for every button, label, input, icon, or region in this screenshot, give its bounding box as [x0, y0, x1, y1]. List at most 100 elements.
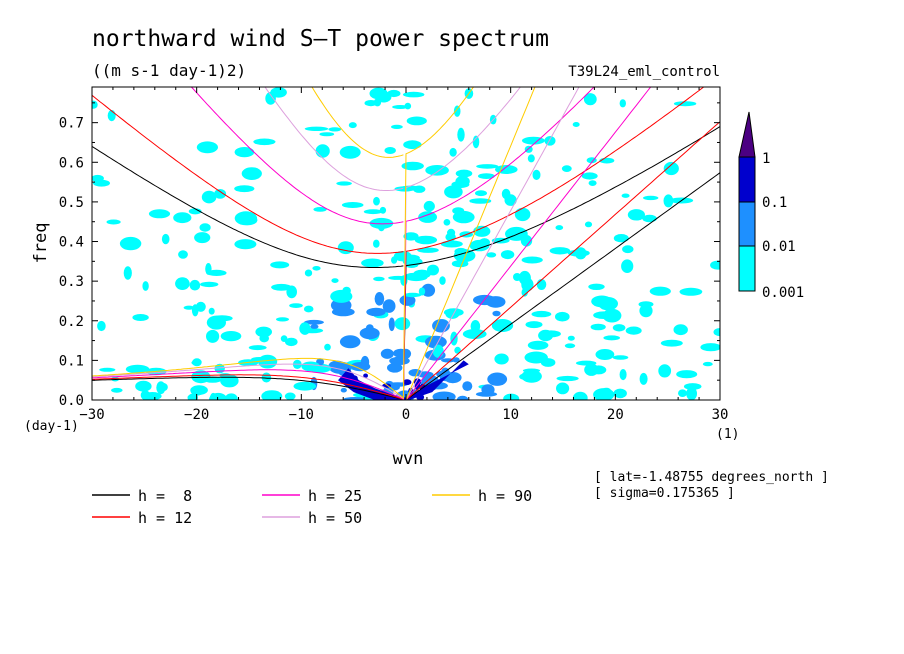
x-tick-label: −30: [79, 407, 104, 423]
spectrum-patch: [455, 175, 470, 187]
spectrum-patch: [425, 335, 447, 349]
colorbar-label: 1: [762, 151, 770, 167]
legend-label: h = 8: [138, 487, 192, 505]
spectrum-patch: [363, 209, 383, 215]
spectrum-patch: [248, 345, 267, 351]
spectrum-patch: [92, 174, 104, 182]
colorbar-label: 0.01: [762, 239, 796, 255]
spectrum-patch: [337, 241, 354, 255]
dispersion-curve: [311, 87, 404, 158]
colorbar-label: 0.1: [762, 195, 787, 211]
spectrum-patch: [469, 198, 492, 204]
spectrum-patch: [132, 314, 149, 321]
latitude-info: [ lat=-1.48755 degrees_north ]: [594, 470, 829, 485]
spectrum-patch: [590, 365, 607, 375]
spectrum-patch: [380, 348, 394, 359]
spectrum-patch: [453, 105, 461, 117]
spectrum-patch: [394, 186, 416, 192]
spectrum-patch: [555, 225, 564, 231]
spectrum-patch: [625, 326, 642, 335]
spectrum-patch: [686, 386, 697, 400]
x-axis-label: wvn: [393, 449, 424, 469]
dispersion-curve: [92, 94, 404, 254]
spectrum-patch: [99, 367, 116, 372]
spectrum-patch: [293, 381, 317, 391]
spectrum-patch: [140, 390, 151, 400]
spectrum-patch: [191, 370, 211, 384]
colorbar-label: 0.001: [762, 285, 804, 301]
spectrum-patch: [310, 324, 319, 329]
spectrum-patch: [549, 247, 571, 255]
dispersion-curve: [92, 87, 522, 400]
spectrum-patch: [649, 286, 671, 296]
spectrum-patch: [440, 240, 463, 248]
spectrum-patch: [414, 235, 438, 245]
spectrum-patch: [588, 180, 597, 187]
spectrum-patch: [389, 356, 410, 366]
spectrum-patch: [173, 212, 192, 224]
spectrum-patch: [107, 110, 116, 122]
spectrum-patch: [387, 363, 403, 373]
spectrum-patch: [324, 343, 331, 351]
spectrum-patch: [455, 169, 473, 178]
spectrum-patch: [206, 315, 226, 330]
spectrum-patch: [447, 228, 456, 237]
spectrum-patch: [201, 190, 217, 204]
spectrum-patch: [142, 281, 149, 291]
spectrum-patch: [445, 308, 460, 319]
spectrum-patch: [366, 307, 386, 317]
spectrum-patch: [572, 391, 588, 400]
spectrum-patch: [312, 266, 321, 271]
spectrum-patch: [470, 320, 481, 333]
spectrum-patch: [373, 98, 382, 107]
spectrum-patch: [476, 164, 499, 169]
spectrum-patch: [319, 132, 335, 137]
dispersion-curves: [92, 87, 720, 400]
dispersion-curve: [405, 172, 720, 400]
spectrum-patch: [621, 259, 634, 274]
spectrum-patch: [679, 287, 703, 296]
colorbar-box: [738, 156, 756, 203]
spectrum-patch: [390, 383, 400, 391]
spectrum-patch: [178, 250, 188, 259]
spectrum-patch: [106, 219, 121, 225]
spectrum-patch: [190, 387, 204, 396]
spectrum-patch: [156, 381, 166, 395]
spectrum-patch: [581, 172, 598, 180]
spectrum-patch: [500, 250, 515, 260]
spectrum-patch: [111, 387, 123, 393]
spectrum-patch: [619, 369, 627, 381]
spectrum-patch: [404, 272, 422, 280]
spectrum-patch: [660, 339, 683, 347]
spectrum-patch: [612, 324, 626, 332]
spectrum-patch: [427, 264, 439, 276]
spectrum-patch: [524, 145, 533, 153]
spectrum-patch: [469, 239, 490, 252]
y-unit-label: (day-1): [24, 419, 79, 434]
spectrum-patch: [199, 223, 211, 232]
spectrum-patch: [663, 161, 679, 176]
spectrum-patch: [339, 335, 361, 349]
spectrum-patch: [478, 173, 495, 180]
spectrum-patch: [567, 335, 575, 341]
spectrum-patch: [125, 364, 150, 374]
y-tick-label: 0.6: [59, 155, 84, 171]
spectrum-patch: [663, 194, 674, 208]
spectrum-patch: [374, 292, 385, 306]
spectrum-patch: [454, 346, 461, 354]
spectrum-patch: [336, 181, 352, 186]
spectrum-patch: [491, 319, 514, 332]
spectrum-patch: [361, 258, 384, 268]
spectrum-patch: [135, 380, 152, 392]
legend-label: h = 12: [138, 509, 192, 527]
y-tick-label: 0.7: [59, 116, 84, 132]
spectrum-patch: [421, 283, 436, 297]
spectrum-patch: [413, 185, 426, 193]
spectrum-patch: [404, 102, 412, 110]
spectrum-patch: [241, 167, 262, 181]
spectrum-patch: [341, 202, 364, 208]
colorbar-box: [738, 245, 756, 292]
spectrum-patch: [583, 93, 597, 106]
spectrum-patch: [219, 373, 231, 378]
spectrum-patch: [439, 276, 446, 285]
